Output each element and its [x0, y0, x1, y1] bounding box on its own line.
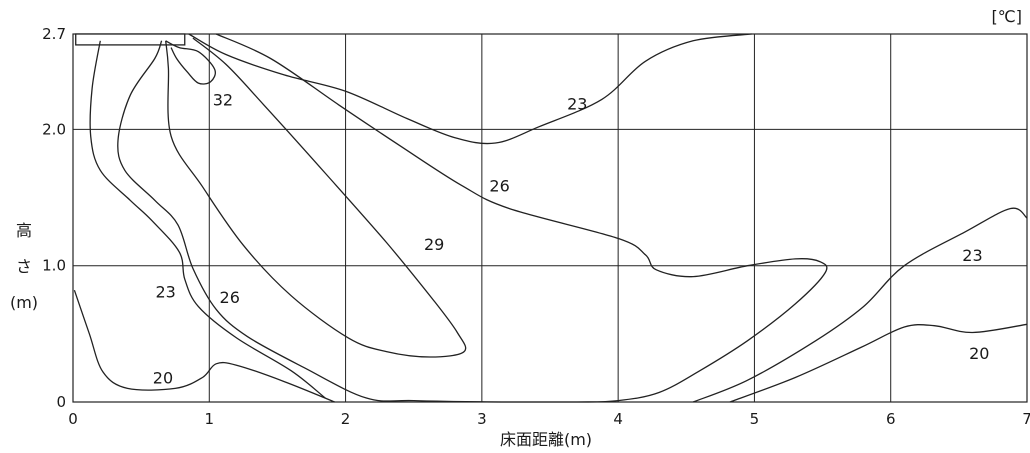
y-tick-label: 2.7	[42, 25, 66, 43]
air-outlet	[75, 33, 186, 46]
isotherm-labels: 32 29 26 26 23 23 23 20 20	[153, 90, 990, 387]
plot-frame	[72, 33, 1028, 403]
isotherm-20a	[73, 289, 335, 403]
y-axis-title-char-2: さ	[16, 257, 32, 276]
x-tick-label: 4	[613, 410, 623, 428]
isotherm-26	[117, 33, 828, 403]
y-axis-title-char-3: (m)	[10, 293, 38, 312]
x-axis-title: 床面距離(m)	[500, 430, 592, 449]
x-tick-label: 5	[750, 410, 760, 428]
grid	[73, 34, 1027, 402]
isotherm-32	[165, 40, 216, 85]
outlet-box	[75, 33, 186, 46]
x-tick-label: 2	[341, 410, 351, 428]
isotherm-23c	[692, 207, 1028, 403]
isotherm-label-20: 20	[969, 344, 989, 363]
x-tick-label: 7	[1022, 410, 1030, 428]
isotherm-label-29: 29	[424, 235, 444, 254]
isotherm-label-32: 32	[213, 90, 233, 109]
isotherm-23a	[89, 40, 326, 399]
isotherm-29	[165, 37, 467, 358]
isotherm-label-20: 20	[153, 368, 173, 387]
isotherm-23b	[188, 33, 752, 145]
isotherm-label-23: 23	[155, 283, 175, 302]
unit-label: [℃]	[992, 7, 1022, 26]
isotherm-label-23: 23	[962, 246, 982, 265]
x-tick-label: 6	[886, 410, 896, 428]
isotherm-label-26: 26	[220, 288, 240, 307]
y-axis-title-char-1: 高	[16, 221, 32, 240]
isotherm-label-23: 23	[567, 95, 587, 114]
x-tick-labels: 0 1 2 3 4 5 6 7	[68, 410, 1030, 428]
x-tick-label: 3	[477, 410, 487, 428]
y-tick-label: 1.0	[42, 257, 66, 275]
y-tick-label: 2.0	[42, 120, 66, 138]
isotherm-label-26: 26	[489, 176, 509, 195]
x-tick-label: 0	[68, 410, 78, 428]
x-tick-label: 1	[205, 410, 215, 428]
isotherm-20b	[729, 323, 1028, 403]
isotherm-lines	[73, 33, 1028, 403]
y-tick-label: 0	[56, 393, 66, 411]
y-tick-labels: 0 1.0 2.0 2.7	[42, 25, 66, 411]
